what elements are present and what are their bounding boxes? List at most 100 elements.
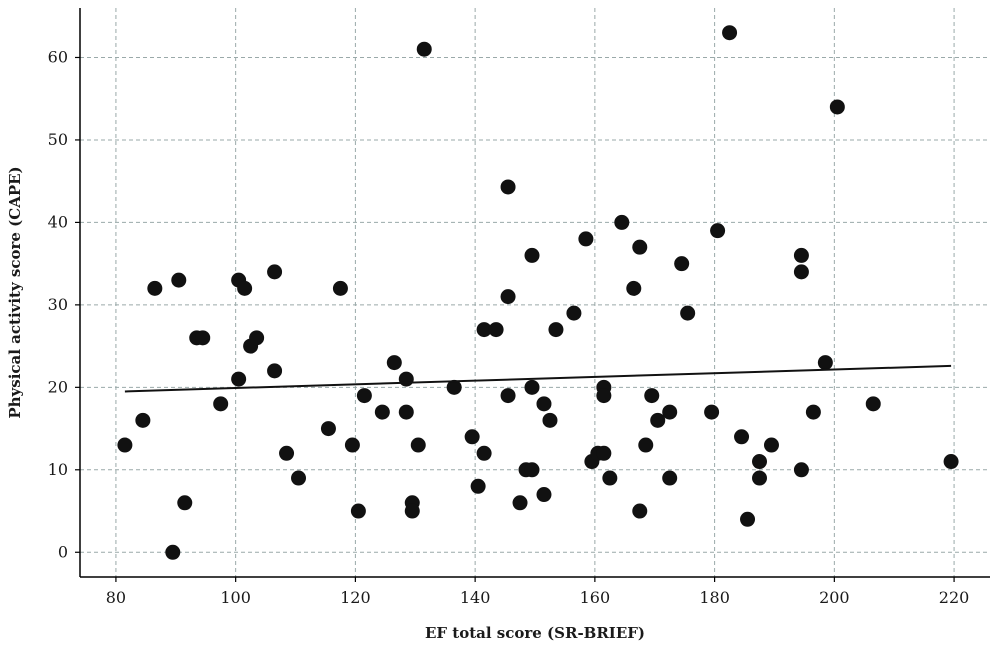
- x-tick-label: 100: [220, 588, 251, 607]
- data-point: [171, 272, 187, 288]
- data-point: [829, 99, 845, 115]
- data-point: [614, 214, 630, 230]
- data-point: [763, 437, 779, 453]
- data-point: [344, 437, 360, 453]
- data-point: [566, 305, 582, 321]
- data-point: [536, 487, 552, 503]
- x-tick-label: 140: [460, 588, 491, 607]
- trend-line-group: [124, 364, 952, 393]
- data-point: [464, 429, 480, 445]
- data-point: [332, 280, 348, 296]
- data-points: [117, 25, 959, 560]
- data-point: [865, 396, 881, 412]
- data-point: [147, 280, 163, 296]
- data-point: [488, 322, 504, 338]
- data-point: [632, 503, 648, 519]
- x-tick-label: 200: [819, 588, 850, 607]
- data-point: [410, 437, 426, 453]
- data-point: [817, 355, 833, 371]
- y-tick-label: 40: [48, 212, 68, 231]
- data-point: [177, 495, 193, 511]
- data-point: [249, 330, 265, 346]
- data-point: [536, 396, 552, 412]
- data-point: [404, 503, 420, 519]
- data-point: [524, 462, 540, 478]
- data-point: [320, 421, 336, 437]
- data-point: [165, 544, 181, 560]
- data-point: [662, 470, 678, 486]
- x-tick-label: 160: [580, 588, 611, 607]
- data-point: [638, 437, 654, 453]
- data-point: [542, 412, 558, 428]
- data-point: [350, 503, 366, 519]
- data-point: [500, 179, 516, 195]
- axes: [75, 8, 990, 582]
- y-tick-label: 20: [48, 377, 68, 396]
- x-axis-title: EF total score (SR-BRIEF): [425, 624, 645, 642]
- data-point: [752, 454, 768, 470]
- data-point: [267, 363, 283, 379]
- data-point: [446, 379, 462, 395]
- data-point: [195, 330, 211, 346]
- tick-labels: 80 100 120 140 160 180 200 220 0 10 20 30 40 50 60: [48, 47, 970, 607]
- data-point: [793, 264, 809, 280]
- x-tick-label: 80: [106, 588, 126, 607]
- data-point: [500, 388, 516, 404]
- y-tick-label: 0: [58, 542, 68, 561]
- data-point: [398, 371, 414, 387]
- data-point: [596, 445, 612, 461]
- data-point: [943, 454, 959, 470]
- y-tick-label: 60: [48, 47, 68, 66]
- data-point: [470, 478, 486, 494]
- y-tick-label: 10: [48, 460, 68, 479]
- data-point: [626, 280, 642, 296]
- data-point: [548, 322, 564, 338]
- data-point: [704, 404, 720, 420]
- data-point: [135, 412, 151, 428]
- x-tick-label: 120: [340, 588, 371, 607]
- data-point: [524, 247, 540, 263]
- data-point: [644, 388, 660, 404]
- data-point: [512, 495, 528, 511]
- data-point: [650, 412, 666, 428]
- data-point: [524, 379, 540, 395]
- data-point: [291, 470, 307, 486]
- data-point: [596, 388, 612, 404]
- data-point: [632, 239, 648, 255]
- data-point: [662, 404, 678, 420]
- y-tick-label: 50: [48, 130, 68, 149]
- data-point: [374, 404, 390, 420]
- data-point: [231, 371, 247, 387]
- y-tick-label: 30: [48, 295, 68, 314]
- data-point: [578, 231, 594, 247]
- data-point: [386, 355, 402, 371]
- y-axis-title: Physical activity score (CAPE): [6, 166, 24, 418]
- data-point: [476, 322, 492, 338]
- data-point: [237, 280, 253, 296]
- trend-line: [124, 364, 952, 393]
- data-point: [805, 404, 821, 420]
- x-tick-label: 180: [699, 588, 730, 607]
- data-point: [213, 396, 229, 412]
- x-tick-label: 220: [939, 588, 970, 607]
- data-point: [398, 404, 414, 420]
- data-point: [734, 429, 750, 445]
- data-point: [279, 445, 295, 461]
- data-point: [416, 41, 432, 57]
- data-point: [476, 445, 492, 461]
- data-point: [117, 437, 133, 453]
- data-point: [793, 462, 809, 478]
- data-point: [752, 470, 768, 486]
- grid-lines: [80, 8, 990, 577]
- data-point: [356, 388, 372, 404]
- data-point: [674, 256, 690, 272]
- data-point: [740, 511, 756, 527]
- data-point: [602, 470, 618, 486]
- data-point: [680, 305, 696, 321]
- data-point: [710, 223, 726, 239]
- data-point: [267, 264, 283, 280]
- data-point: [793, 247, 809, 263]
- data-point: [500, 289, 516, 305]
- data-point: [722, 25, 738, 41]
